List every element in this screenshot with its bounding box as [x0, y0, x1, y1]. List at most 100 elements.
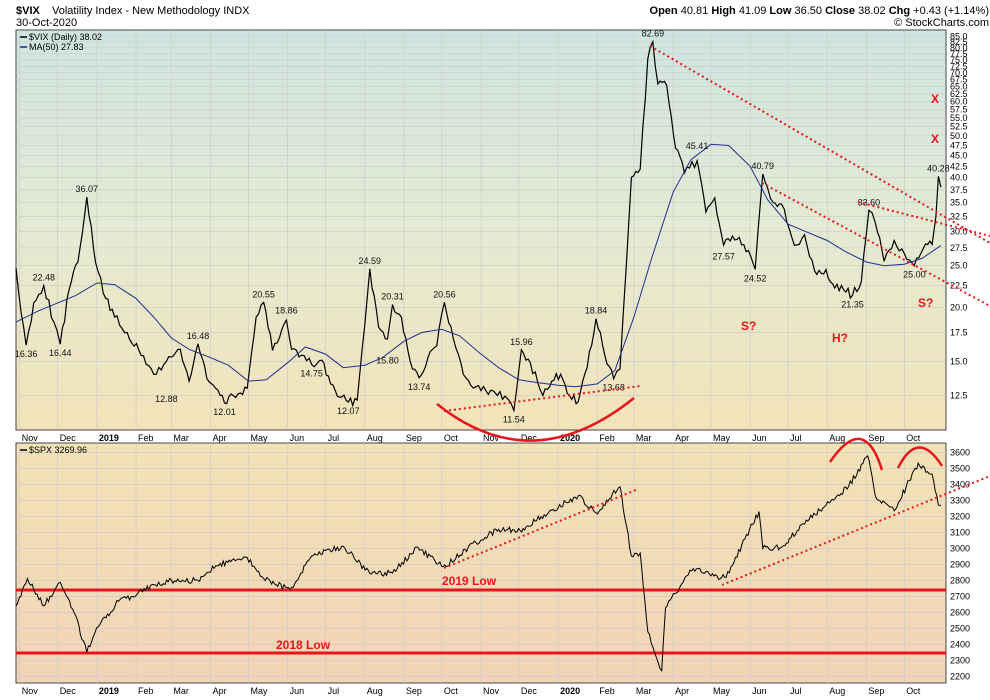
y-tick-label: 3500: [950, 464, 970, 474]
x-tick-label: Sep: [406, 433, 422, 443]
x-tick-label: Jul: [790, 433, 802, 443]
x-tick-label: 2020: [560, 433, 580, 443]
y-tick-label: 72.5: [950, 61, 968, 71]
vix-data-label: 15.96: [510, 337, 533, 347]
vix-legend: $VIX (Daily) 38.02 MA(50) 27.83: [20, 32, 102, 52]
vix-data-label: 27.57: [712, 251, 735, 261]
annotation-x-upper: X: [931, 92, 939, 106]
y-tick-label: 25.0: [950, 261, 968, 271]
vix-data-label: 12.88: [155, 394, 178, 404]
y-tick-label: 30.0: [950, 227, 968, 237]
vix-data-label: 82.69: [642, 29, 665, 39]
x-tick-label: Feb: [599, 686, 615, 696]
spx-y-axis: 3600 3500 3400 3300 3200 3100 3000 2900 2800 2700…: [950, 448, 970, 682]
y-tick-label: 37.5: [950, 185, 968, 195]
y-tick-label: 57.5: [950, 105, 968, 115]
y-tick-label: 35.0: [950, 198, 968, 208]
x-tick-label: Apr: [675, 433, 689, 443]
vix-series-group: [15, 39, 942, 413]
vix-data-label: 15.80: [376, 356, 399, 366]
vix-data-label: 18.84: [585, 306, 608, 316]
y-tick-label: 85.0: [950, 31, 968, 41]
x-tick-label: Jun: [752, 433, 767, 443]
vix-ma50-line: [15, 143, 942, 388]
y-tick-label: 2500: [950, 624, 970, 634]
vix-data-label: 16.44: [49, 348, 72, 358]
y-tick-label: 2300: [950, 656, 970, 666]
x-tick-label: Dec: [60, 686, 77, 696]
annotation-2018-low: 2018 Low: [276, 638, 331, 652]
vix-data-label: 20.31: [381, 292, 404, 302]
x-tick-label: Aug: [829, 433, 845, 443]
spx-top-arc-1: [828, 437, 884, 471]
vix-data-label: 45.41: [686, 141, 709, 151]
vix-data-label: 40.28: [927, 163, 950, 173]
annotation-right-shoulder: S?: [918, 296, 933, 310]
x-tick-label: Dec: [60, 433, 77, 443]
y-tick-label: 65.0: [950, 82, 968, 92]
y-tick-label: 67.5: [950, 75, 968, 85]
x-tick-label: May: [713, 433, 731, 443]
y-tick-label: 3000: [950, 544, 970, 554]
spx-legend: $SPX 3269.96: [20, 445, 87, 455]
x-tick-label: 2019: [99, 686, 119, 696]
x-tick-label: Jun: [290, 686, 305, 696]
vix-data-label: 13.74: [408, 382, 431, 392]
vix-saucer-arc: [436, 397, 635, 442]
spx-trendline-2020: [721, 475, 990, 586]
x-tick-label: Jun: [290, 433, 305, 443]
y-tick-label: 2600: [950, 608, 970, 618]
x-tick-label: Dec: [521, 433, 538, 443]
x-tick-label: Feb: [138, 686, 154, 696]
vix-data-label: 20.56: [433, 289, 456, 299]
y-tick-label: 2800: [950, 576, 970, 586]
y-tick-label: 2900: [950, 560, 970, 570]
y-tick-label: 40.0: [950, 173, 968, 183]
y-tick-label: 60.0: [950, 97, 968, 107]
vix-legend-price: $VIX (Daily) 38.02: [29, 32, 102, 42]
y-tick-label: 20.0: [950, 303, 968, 313]
x-tick-label: Feb: [138, 433, 154, 443]
vix-price-line: [15, 39, 942, 413]
x-tick-label: 2020: [560, 686, 580, 696]
y-tick-label: 45.0: [950, 151, 968, 161]
y-tick-label: 82.5: [950, 37, 968, 47]
spx-top-arc-2: [896, 446, 944, 469]
x-tick-label: Oct: [906, 686, 921, 696]
vix-data-label: 13.68: [602, 383, 625, 393]
x-tick-label: 2019: [99, 433, 119, 443]
x-tick-label: Jul: [790, 686, 802, 696]
vix-y-axis: 85.082.580.077.575.072.570.067.565.062.5…: [950, 31, 968, 400]
x-tick-label: Nov: [483, 686, 500, 696]
x-tick-label: Feb: [599, 433, 615, 443]
x-tick-label: Oct: [444, 686, 459, 696]
y-tick-label: 77.5: [950, 49, 968, 59]
instrument-name: Volatility Index - New Methodology INDX: [52, 5, 250, 17]
y-tick-label: 2400: [950, 640, 970, 650]
y-tick-label: 15.0: [950, 356, 968, 366]
vix-data-label: 36.07: [75, 184, 98, 194]
x-tick-label: Jul: [328, 433, 340, 443]
vix-data-label: 16.36: [15, 349, 38, 359]
x-tick-label: Mar: [173, 686, 189, 696]
x-tick-label: Mar: [636, 433, 652, 443]
vix-grid: [16, 30, 946, 430]
vix-data-label: 40.79: [752, 161, 775, 171]
vix-downtrend-line-june: [761, 182, 990, 307]
vix-data-label: 11.54: [503, 415, 525, 425]
vix-data-label: 22.48: [33, 273, 56, 283]
y-tick-label: 52.5: [950, 122, 968, 132]
vix-legend-ma: MA(50) 27.83: [29, 42, 84, 52]
vix-data-label: 21.35: [841, 299, 864, 309]
x-tick-label: Sep: [868, 433, 884, 443]
x-tick-label: Sep: [406, 686, 422, 696]
x-tick-label: Aug: [829, 686, 845, 696]
y-tick-label: 22.5: [950, 280, 968, 290]
spx-series-group: [15, 454, 941, 673]
vix-data-label: 12.01: [213, 407, 236, 417]
spx-grid: [16, 443, 946, 683]
x-tick-label: Jul: [328, 686, 340, 696]
x-tick-label: Jun: [752, 686, 767, 696]
y-tick-label: 3600: [950, 448, 970, 458]
y-tick-label: 3100: [950, 528, 970, 538]
